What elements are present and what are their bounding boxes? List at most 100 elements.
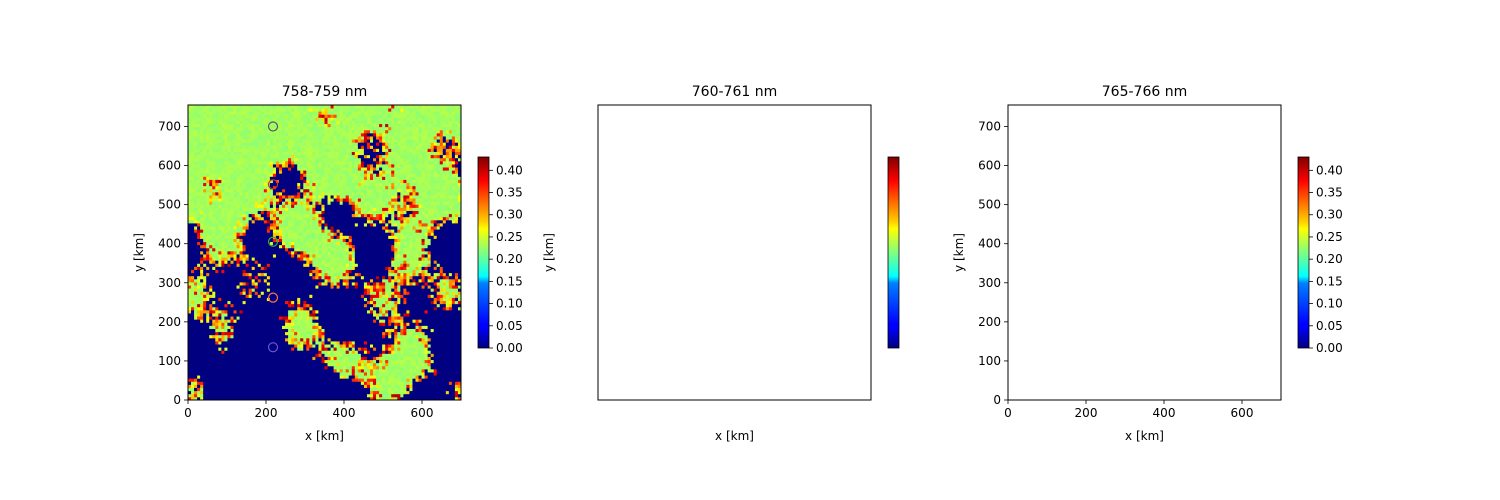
heatmap-cell xyxy=(318,223,322,227)
heatmap-cell xyxy=(230,132,234,137)
heatmap-cell xyxy=(272,306,277,311)
heatmap-cell xyxy=(272,288,277,292)
heatmap-cell xyxy=(221,105,225,109)
heatmap-cell xyxy=(342,151,347,156)
heatmap-cell xyxy=(339,179,344,184)
heatmap-cell xyxy=(330,154,334,159)
heatmap-cell xyxy=(236,191,240,196)
heatmap-cell xyxy=(260,325,265,329)
heatmap-cell xyxy=(206,151,210,156)
heatmap-cell xyxy=(263,173,268,177)
heatmap-cell xyxy=(306,185,310,190)
heatmap-cell xyxy=(239,350,243,354)
heatmap-cell xyxy=(300,114,304,118)
heatmap-cell xyxy=(303,120,307,125)
heatmap-cell xyxy=(288,247,292,252)
heatmap-cell xyxy=(318,359,322,364)
heatmap-cell xyxy=(263,396,268,400)
heatmap-cell xyxy=(251,198,256,202)
heatmap-cell xyxy=(233,250,237,255)
heatmap-cell xyxy=(333,216,338,221)
heatmap-cell xyxy=(206,260,210,264)
heatmap-cell xyxy=(327,244,331,249)
heatmap-cell xyxy=(206,195,210,199)
heatmap-cell xyxy=(254,344,259,348)
heatmap-cell xyxy=(194,191,198,196)
heatmap-cell xyxy=(309,167,313,171)
heatmap-cell xyxy=(297,328,301,333)
heatmap-cell xyxy=(254,111,259,115)
heatmap-cell xyxy=(318,120,322,125)
heatmap-cell xyxy=(230,160,234,165)
heatmap-cell xyxy=(239,204,243,208)
heatmap-cell xyxy=(318,219,322,224)
heatmap-cell xyxy=(297,319,301,323)
heatmap-cell xyxy=(285,219,289,224)
heatmap-cell xyxy=(251,347,256,351)
heatmap-cell xyxy=(257,322,262,326)
heatmap-cell xyxy=(300,353,304,357)
heatmap-cell xyxy=(288,216,292,221)
heatmap-cell xyxy=(272,139,277,143)
heatmap-cell xyxy=(333,207,338,211)
heatmap-cell xyxy=(300,356,304,361)
heatmap-cell xyxy=(312,260,316,264)
heatmap-cell xyxy=(266,328,271,333)
heatmap-cell xyxy=(306,167,310,171)
heatmap-cell xyxy=(248,151,253,156)
heatmap-cell xyxy=(318,294,322,298)
heatmap-cell xyxy=(236,105,240,109)
heatmap-cell xyxy=(330,266,334,270)
heatmap-cell xyxy=(297,235,301,239)
heatmap-cell xyxy=(269,313,274,317)
heatmap-cell xyxy=(339,362,344,367)
heatmap-cell xyxy=(212,191,216,196)
heatmap-cell xyxy=(191,105,195,109)
heatmap-cell xyxy=(212,170,216,174)
heatmap-cell xyxy=(224,384,228,388)
heatmap-cell xyxy=(245,173,250,177)
heatmap-cell xyxy=(236,322,240,326)
heatmap-cell xyxy=(230,157,234,162)
heatmap-cell xyxy=(260,164,265,168)
heatmap-cell xyxy=(245,207,250,211)
heatmap-cell xyxy=(206,294,210,298)
heatmap-cell xyxy=(221,139,225,143)
heatmap-cell xyxy=(239,362,243,367)
heatmap-cell xyxy=(315,120,319,125)
heatmap-cell xyxy=(251,350,256,354)
heatmap-cell xyxy=(200,120,204,125)
heatmap-cell xyxy=(218,120,222,125)
heatmap-cell xyxy=(333,173,338,177)
heatmap-cell xyxy=(203,350,207,354)
heatmap-cell xyxy=(230,362,234,367)
heatmap-cell xyxy=(257,341,262,345)
heatmap-cell xyxy=(288,111,292,115)
heatmap-cell xyxy=(206,393,210,398)
heatmap-cell xyxy=(215,207,219,211)
heatmap-cell xyxy=(318,226,322,230)
heatmap-cell xyxy=(318,257,322,261)
heatmap-cell xyxy=(279,359,283,364)
heatmap-cell xyxy=(345,384,350,388)
heatmap-cell xyxy=(330,378,334,382)
heatmap-cell xyxy=(200,160,204,165)
heatmap-cell xyxy=(342,275,347,280)
heatmap-cell xyxy=(324,117,328,121)
heatmap-cell xyxy=(209,297,213,302)
heatmap-cell xyxy=(327,260,331,264)
heatmap-cell xyxy=(221,390,225,395)
heatmap-cell xyxy=(294,188,298,193)
heatmap-cell xyxy=(197,257,201,261)
heatmap-cell xyxy=(327,210,331,215)
heatmap-cell xyxy=(260,319,265,323)
heatmap-cell xyxy=(339,300,344,305)
heatmap-cell xyxy=(221,176,225,180)
heatmap-cell xyxy=(321,126,325,131)
heatmap-cell xyxy=(215,117,219,121)
heatmap-cell xyxy=(197,176,201,180)
heatmap-cell xyxy=(300,319,304,323)
heatmap-cell xyxy=(333,151,338,156)
heatmap-cell xyxy=(321,322,325,326)
heatmap-cell xyxy=(206,117,210,121)
